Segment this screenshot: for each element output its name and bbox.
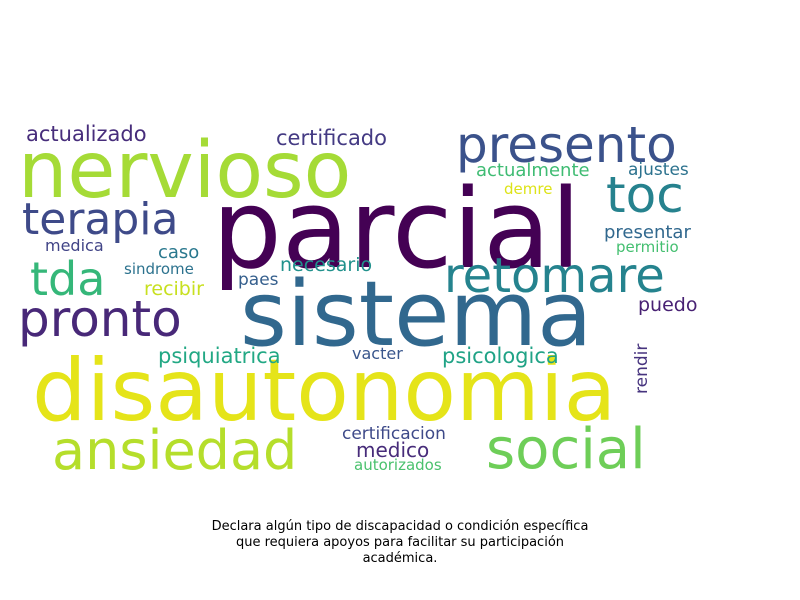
word-necesario: necesario — [280, 254, 373, 276]
word-actualmente: actualmente — [476, 160, 590, 181]
word-psicologica: psicologica — [442, 344, 559, 368]
word-sistema: sistema — [240, 262, 593, 367]
caption-line-2: que requiera apoyos para facilitar su pa… — [235, 535, 565, 550]
word-nervioso: nervioso — [18, 126, 352, 216]
caption-line-3: académica. — [362, 551, 438, 566]
word-rendir: rendir — [632, 343, 652, 394]
word-pronto: pronto — [18, 290, 182, 348]
word-psiquiatrica: psiquiatrica — [158, 344, 281, 368]
word-actualizado: actualizado — [26, 122, 147, 146]
word-presentar: presentar — [604, 222, 691, 243]
word-toc: toc — [606, 166, 684, 224]
word-medico: medico — [356, 438, 430, 462]
word-certificacion: certificacion — [342, 424, 446, 444]
word-permitio: permitio — [616, 238, 679, 256]
word-cloud: nervioso parcial sistema disautonomia pr… — [18, 116, 698, 482]
word-presento: presento — [456, 116, 677, 174]
word-autorizados: autorizados — [354, 456, 442, 474]
word-demre: demre — [504, 180, 553, 198]
word-certificado: certificado — [276, 126, 387, 150]
word-medica: medica — [45, 236, 104, 255]
caption-line-1: Declara algún tipo de discapacidad o con… — [211, 519, 589, 534]
word-terapia: terapia — [22, 194, 179, 245]
word-disautonomia: disautonomia — [32, 341, 617, 441]
word-puedo: puedo — [638, 294, 698, 316]
word-social: social — [486, 417, 646, 482]
word-parcial: parcial — [212, 165, 582, 293]
word-sindrome: sindrome — [124, 260, 194, 278]
word-recibir: recibir — [144, 278, 204, 300]
word-tda: tda — [30, 252, 106, 306]
word-paes: paes — [238, 270, 279, 290]
word-ansiedad: ansiedad — [52, 419, 298, 482]
word-retomare: retomare — [444, 248, 665, 304]
word-vacter: vacter — [352, 344, 403, 363]
chart-caption: Declara algún tipo de discapacidad o con… — [150, 519, 650, 567]
word-caso: caso — [158, 242, 200, 263]
word-ajustes: ajustes — [628, 160, 689, 180]
